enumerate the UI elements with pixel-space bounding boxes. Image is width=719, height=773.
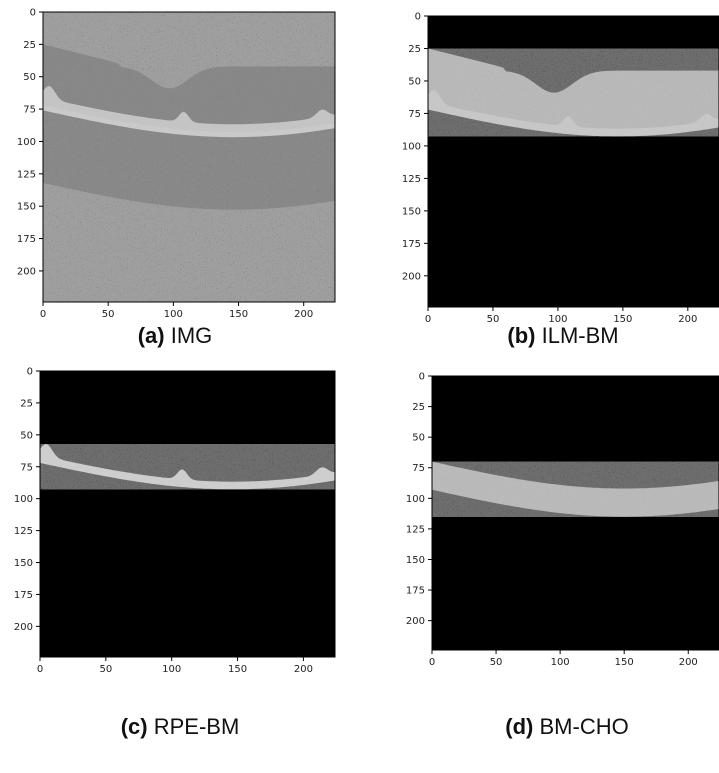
oct-image-c <box>40 371 335 657</box>
x-tick-label-c: 50 <box>99 664 112 675</box>
oct-image-d <box>432 376 719 650</box>
plot-frame-d <box>431 375 719 651</box>
y-tick-label-b: 150 <box>402 206 421 217</box>
y-tick-label-c: 50 <box>20 430 33 441</box>
y-tick-label-c: 175 <box>14 590 33 601</box>
caption-a-name: IMG <box>170 323 213 348</box>
y-tick-label-c: 75 <box>20 462 33 473</box>
y-tick-label-d: 150 <box>406 555 425 566</box>
caption-b: (b) ILM-BM <box>413 323 713 349</box>
y-tick-label-a: 150 <box>17 202 36 213</box>
y-tick-label-d: 25 <box>412 402 425 413</box>
plot-frame-a <box>42 11 336 303</box>
y-tick-label-b: 25 <box>408 44 421 55</box>
panel-c: 0 50 100 150 200 0 25 50 75 100 125 150 175 200 <box>0 360 360 710</box>
y-tick-label-d: 50 <box>412 433 425 444</box>
plot-frame-c <box>39 370 336 658</box>
caption-c-name: RPE-BM <box>153 714 240 739</box>
x-tick-label-c: 0 <box>37 664 43 675</box>
y-tick-label-d: 100 <box>406 494 425 505</box>
y-tick-label-b: 75 <box>408 109 421 120</box>
y-tick-label-d: 125 <box>406 524 425 535</box>
oct-image-plot-b: 0 50 100 150 200 0 25 50 75 100 125 150 175 200 <box>402 12 719 325</box>
caption-b-name: ILM-BM <box>541 323 619 348</box>
x-tick-label-a: 100 <box>164 309 183 320</box>
caption-c-letter: (c) <box>120 714 148 739</box>
x-tick-label-d: 0 <box>429 657 435 668</box>
oct-image-plot-d: 0 50 100 150 200 0 25 50 75 100 125 150 175 200 <box>406 372 719 668</box>
y-tick-label-a: 50 <box>23 72 36 83</box>
caption-d-letter: (d) <box>505 714 534 739</box>
x-tick-label-a: 50 <box>102 309 115 320</box>
caption-d: (d) BM-CHO <box>417 714 717 740</box>
x-tick-label-d: 50 <box>490 657 503 668</box>
oct-image-b <box>428 16 719 307</box>
y-tick-label-d: 0 <box>419 372 425 383</box>
x-tick-label-a: 200 <box>294 309 313 320</box>
caption-c: (c) RPE-BM <box>30 714 330 740</box>
x-tick-label-c: 100 <box>162 664 181 675</box>
x-tick-label-d: 150 <box>615 657 634 668</box>
caption-b-letter: (b) <box>507 323 536 348</box>
y-tick-label-a: 200 <box>17 266 36 277</box>
y-tick-label-d: 175 <box>406 586 425 597</box>
y-tick-label-b: 175 <box>402 239 421 250</box>
oct-image-plot-c: 0 50 100 150 200 0 25 50 75 100 125 150 175 200 <box>14 367 336 675</box>
x-tick-label-a: 0 <box>40 309 46 320</box>
x-tick-label-b: 100 <box>548 314 567 325</box>
y-tick-label-c: 150 <box>14 558 33 569</box>
x-tick-label-d: 100 <box>551 657 570 668</box>
y-tick-label-a: 25 <box>23 40 36 51</box>
panel-b: 0 50 100 150 200 0 25 50 75 100 125 150 175 200 <box>0 0 719 330</box>
y-tick-label-a: 0 <box>30 8 36 19</box>
y-tick-label-c: 125 <box>14 526 33 537</box>
panel-a: 0 50 100 150 200 0 25 50 75 100 125 150 175 200 <box>0 0 360 330</box>
x-tick-label-d: 200 <box>679 657 698 668</box>
y-tick-label-b: 200 <box>402 271 421 282</box>
x-tick-label-b: 200 <box>678 314 697 325</box>
y-tick-label-c: 100 <box>14 494 33 505</box>
y-tick-label-a: 100 <box>17 137 36 148</box>
caption-a: (a) IMG <box>25 323 325 349</box>
x-tick-label-b: 150 <box>613 314 632 325</box>
y-tick-label-b: 100 <box>402 141 421 152</box>
y-tick-label-b: 125 <box>402 174 421 185</box>
x-tick-label-a: 150 <box>229 309 248 320</box>
y-tick-label-c: 0 <box>27 367 33 378</box>
y-tick-label-b: 0 <box>415 12 421 23</box>
y-tick-label-b: 50 <box>408 76 421 87</box>
caption-a-letter: (a) <box>137 323 165 348</box>
y-tick-label-a: 125 <box>17 169 36 180</box>
oct-image-plot-a: 0 50 100 150 200 0 25 50 75 100 125 150 175 200 <box>17 8 336 320</box>
y-tick-label-c: 25 <box>20 398 33 409</box>
x-tick-label-c: 200 <box>294 664 313 675</box>
x-tick-label-b: 0 <box>425 314 431 325</box>
y-tick-label-d: 200 <box>406 616 425 627</box>
x-tick-label-b: 50 <box>487 314 500 325</box>
x-tick-label-c: 150 <box>228 664 247 675</box>
y-tick-label-a: 175 <box>17 234 36 245</box>
oct-image-a <box>43 12 335 302</box>
y-tick-label-d: 75 <box>412 463 425 474</box>
plot-frame-b <box>427 15 719 308</box>
panel-d: 0 50 100 150 200 0 25 50 75 100 125 150 175 200 <box>0 360 719 710</box>
caption-d-name: BM-CHO <box>539 714 629 739</box>
y-tick-label-c: 200 <box>14 622 33 633</box>
y-tick-label-a: 75 <box>23 105 36 116</box>
